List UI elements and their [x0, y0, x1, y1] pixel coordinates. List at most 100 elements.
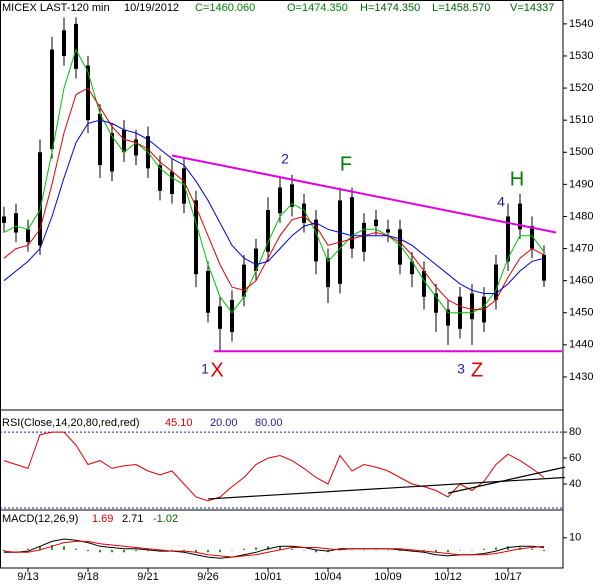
candle-body: [217, 306, 222, 329]
candle-body: [422, 271, 427, 297]
x-tick-label: 9/13: [17, 571, 38, 583]
header-value: 10/19/2012: [124, 2, 179, 14]
series-line: [3, 48, 545, 314]
candle-body: [470, 293, 475, 320]
histogram-bar: [278, 546, 281, 550]
y-tick-label: 40: [569, 478, 581, 490]
candle-body: [398, 229, 403, 265]
histogram-bar: [411, 549, 414, 552]
rsi-title: RSI(Close,14,20,80,red,red): [2, 417, 140, 429]
histogram-bar: [291, 548, 294, 550]
annotation: 2: [281, 151, 289, 167]
macd-title: MACD(12,26,9): [2, 513, 78, 525]
histogram-bar: [339, 548, 342, 550]
candle-body: [506, 216, 511, 262]
candle-body: [542, 254, 547, 281]
candle-body: [302, 203, 307, 223]
candle-body: [133, 139, 138, 156]
histogram-bar: [351, 549, 354, 551]
annotation: 4: [497, 194, 505, 210]
candle-body: [518, 203, 523, 230]
candle-body: [386, 229, 391, 233]
histogram-bar: [38, 546, 41, 550]
histogram-bar: [206, 549, 209, 553]
histogram-bar: [134, 549, 137, 552]
series-line: [3, 540, 545, 558]
series-line: [4, 538, 545, 559]
y-tick-label: 60: [569, 452, 581, 464]
candle-body: [253, 248, 258, 272]
candle-body: [530, 226, 535, 249]
header-value: -1.02: [153, 513, 178, 525]
header-value: 20.00: [210, 417, 238, 429]
header-value: C=1460.060: [195, 2, 255, 14]
annotation: H: [510, 168, 524, 190]
histogram-bar: [375, 549, 378, 551]
histogram-bar: [459, 549, 462, 551]
histogram-bar: [471, 549, 474, 551]
histogram-bar: [266, 546, 269, 550]
histogram-bar: [543, 549, 546, 552]
candle-body: [277, 187, 282, 214]
trendline: [447, 466, 566, 494]
annotation: F: [340, 153, 352, 175]
y-tick-label: 1530: [569, 50, 593, 62]
header-value: O=1474.350: [287, 2, 348, 14]
annotation: 1: [201, 361, 209, 377]
histogram-bar: [399, 549, 402, 552]
histogram-bar: [146, 549, 149, 552]
candle-body: [13, 213, 18, 233]
price-title: MICEX LAST-120 min: [2, 2, 110, 14]
x-tick-label: 10/04: [314, 571, 342, 583]
histogram-bar: [230, 549, 233, 551]
candle-body: [37, 152, 42, 246]
histogram-bar: [218, 549, 221, 553]
histogram-bar: [495, 547, 498, 550]
candle-body: [109, 133, 114, 172]
macd-frame: [0, 509, 564, 569]
histogram-bar: [483, 548, 486, 550]
x-tick-label: 10/12: [434, 571, 462, 583]
histogram-bar: [194, 549, 197, 553]
x-tick-label: 10/09: [374, 571, 402, 583]
candle-body: [157, 165, 162, 191]
x-tick-label: 10/17: [494, 571, 522, 583]
y-tick-label: 1510: [569, 114, 593, 126]
histogram-bar: [242, 548, 245, 550]
candle-body: [97, 113, 102, 166]
y-tick-label: 1470: [569, 242, 593, 254]
candle-body: [241, 264, 246, 297]
y-tick-label: 1480: [569, 210, 593, 222]
header-value: 1.69: [92, 513, 113, 525]
candle-body: [314, 219, 319, 262]
y-tick-label: 1460: [569, 275, 593, 287]
histogram-bar: [158, 549, 161, 552]
header-value: 45.10: [165, 417, 193, 429]
histogram-bar: [254, 547, 257, 550]
histogram-bar: [26, 548, 29, 550]
trendline: [171, 154, 557, 234]
histogram-bar: [363, 549, 366, 551]
candle-body: [446, 309, 451, 326]
histogram-bar: [387, 549, 390, 551]
series-line: [3, 431, 545, 502]
x-tick-label: 10/01: [254, 571, 282, 583]
candle-body: [169, 171, 174, 194]
header-value: H=1474.350: [360, 2, 420, 14]
candle-body: [350, 197, 355, 249]
series-line: [3, 87, 545, 310]
x-tick-label: 9/21: [137, 571, 158, 583]
histogram-bar: [182, 549, 185, 552]
candle-body: [73, 23, 78, 69]
histogram-bar: [423, 549, 426, 552]
histogram-bar: [2, 549, 5, 552]
candle-body: [374, 219, 379, 227]
histogram-bar: [507, 546, 510, 550]
candle-body: [410, 261, 415, 275]
y-tick-label: 1500: [569, 146, 593, 158]
header-value: V=14337: [510, 2, 554, 14]
candle-body: [85, 65, 90, 121]
histogram-bar: [170, 549, 173, 551]
